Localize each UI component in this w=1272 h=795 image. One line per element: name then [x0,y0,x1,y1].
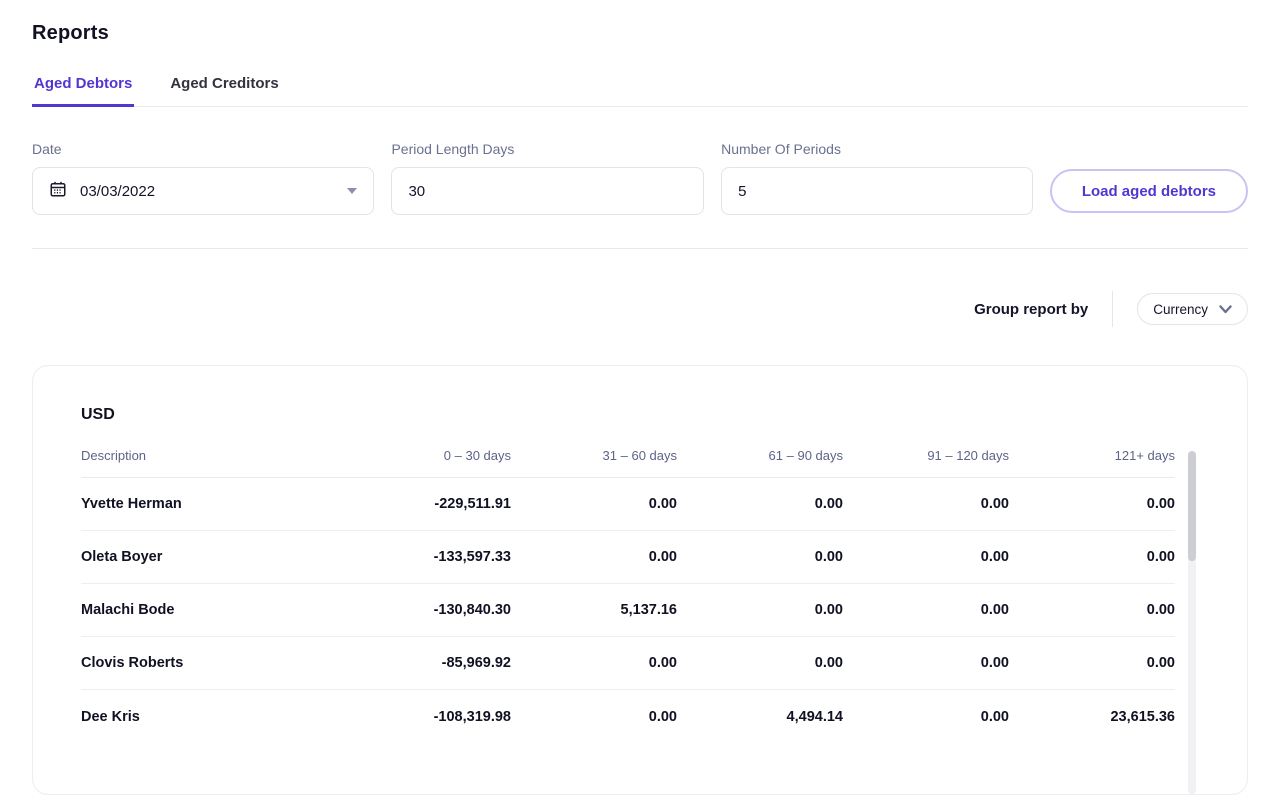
debtor-name: Yvette Herman [81,496,182,512]
amount-31-60: 0.00 [648,549,677,565]
table-row: Yvette Herman -229,511.91 0.00 0.00 0.00… [81,478,1175,531]
amount-0-30: -85,969.92 [441,655,511,671]
report-tabs: Aged Debtors Aged Creditors [32,75,1248,107]
amount-91-120: 0.00 [980,655,1009,671]
debtor-name: Oleta Boyer [81,549,163,565]
date-field-label: Date [32,141,62,157]
date-value: 03/03/2022 [80,182,156,200]
amount-31-60: 0.00 [648,655,677,671]
table-row: Oleta Boyer -133,597.33 0.00 0.00 0.00 0… [81,531,1175,584]
column-header-description: Description [81,448,147,463]
caret-down-icon [347,188,358,194]
amount-61-90: 0.00 [814,655,843,671]
amount-91-120: 0.00 [980,602,1009,618]
column-header-91-120: 91 – 120 days [927,448,1009,463]
amount-31-60: 0.00 [648,496,677,512]
amount-31-60: 5,137.16 [620,602,677,618]
amount-91-120: 0.00 [980,708,1009,725]
chevron-down-icon [1219,304,1232,314]
section-divider [32,248,1248,249]
period-length-field: Period Length Days [391,141,705,215]
amount-61-90: 4,494.14 [786,708,843,725]
number-of-periods-input[interactable] [721,167,1033,215]
column-header-0-30: 0 – 30 days [443,448,511,463]
group-by-selected-value: Currency [1153,301,1208,317]
number-of-periods-field: Number Of Periods [721,141,1033,215]
filter-bar: Date 03/03/2022 Period Length Days [32,141,1248,215]
amount-121plus: 0.00 [1146,602,1175,618]
date-picker-input[interactable]: 03/03/2022 [32,167,375,215]
table-header-row: Description 0 – 30 days 31 – 60 days 61 … [81,448,1175,478]
group-by-dropdown[interactable]: Currency [1137,293,1248,325]
calendar-icon [49,180,67,202]
table-row: Clovis Roberts -85,969.92 0.00 0.00 0.00… [81,637,1175,690]
date-field: Date 03/03/2022 [32,141,375,215]
amount-0-30: -130,840.30 [433,602,511,618]
amount-0-30: -133,597.33 [433,549,511,565]
currency-group-title: USD [81,406,115,423]
amount-0-30: -108,319.98 [433,708,511,725]
vertical-scrollbar-thumb[interactable] [1188,451,1196,561]
debtor-name: Malachi Bode [81,602,175,618]
amount-121plus: 0.00 [1146,655,1175,671]
column-header-31-60: 31 – 60 days [602,448,677,463]
group-report-by-label: Group report by [974,300,1089,318]
debtor-name: Clovis Roberts [81,655,184,671]
amount-91-120: 0.00 [980,549,1009,565]
period-length-input[interactable] [391,167,705,215]
aged-debtors-table: Description 0 – 30 days 31 – 60 days 61 … [81,448,1175,743]
column-header-61-90: 61 – 90 days [768,448,843,463]
load-aged-debtors-button[interactable]: Load aged debtors [1049,169,1248,213]
aged-debtors-report-card: USD Description 0 – 30 days 31 – 60 days… [32,365,1248,795]
table-row: Malachi Bode -130,840.30 5,137.16 0.00 0… [81,584,1175,637]
tab-aged-creditors[interactable]: Aged Creditors [168,75,280,107]
amount-61-90: 0.00 [814,496,843,512]
debtor-name: Dee Kris [81,708,140,725]
amount-121plus: 0.00 [1146,496,1175,512]
tab-aged-debtors-label: Aged Debtors [34,75,133,92]
amount-121plus: 0.00 [1146,549,1175,565]
vertical-divider [1112,291,1114,327]
amount-61-90: 0.00 [814,602,843,618]
table-row: Dee Kris -108,319.98 0.00 4,494.14 0.00 … [81,690,1175,743]
amount-91-120: 0.00 [980,496,1009,512]
tab-aged-creditors-label: Aged Creditors [170,75,279,92]
column-header-121plus: 121+ days [1114,448,1175,463]
period-length-label: Period Length Days [391,141,515,157]
tab-aged-debtors[interactable]: Aged Debtors [32,75,135,107]
amount-61-90: 0.00 [814,549,843,565]
amount-0-30: -229,511.91 [434,496,511,512]
number-of-periods-label: Number Of Periods [721,141,841,157]
page-title: Reports [32,22,109,44]
group-report-by-row: Group report by Currency [32,291,1248,327]
amount-31-60: 0.00 [648,708,677,725]
vertical-scrollbar-track[interactable] [1188,451,1196,794]
amount-121plus: 23,615.36 [1110,708,1175,725]
report-card-content: USD Description 0 – 30 days 31 – 60 days… [33,366,1247,743]
